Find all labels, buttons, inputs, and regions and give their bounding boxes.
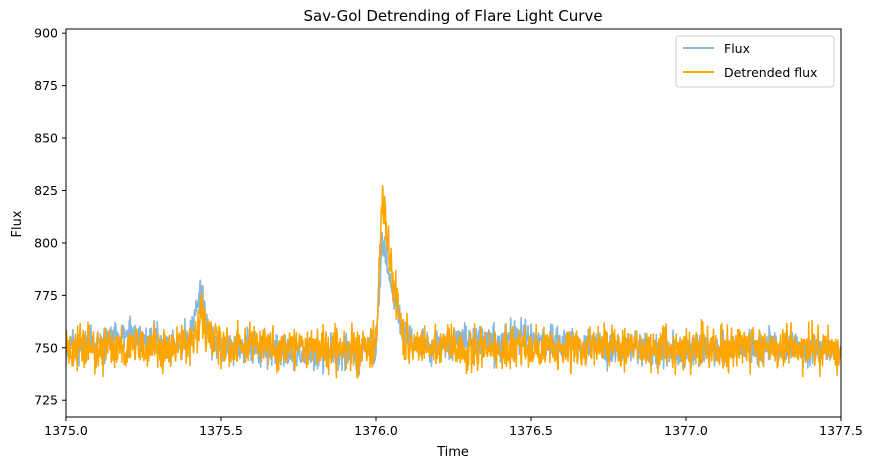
legend: Flux Detrended flux bbox=[675, 35, 835, 88]
y-axis-title: Flux bbox=[10, 210, 25, 237]
x-axis-title: Time bbox=[436, 445, 469, 460]
y-tick-label: 825 bbox=[34, 183, 58, 198]
x-tick-label: 1375.5 bbox=[199, 423, 243, 438]
y-tick-label: 900 bbox=[34, 26, 58, 41]
y-tick-label: 800 bbox=[34, 235, 58, 250]
y-tick-label: 875 bbox=[34, 78, 58, 93]
y-tick-label: 850 bbox=[34, 131, 58, 146]
x-tick-label: 1376.5 bbox=[509, 423, 553, 438]
legend-label-flux: Flux bbox=[724, 41, 750, 56]
chart-title: Sav-Gol Detrending of Flare Light Curve bbox=[303, 7, 602, 25]
y-axis: 725 750 775 800 825 850 875 900 bbox=[34, 26, 66, 408]
plot-frame bbox=[65, 28, 842, 418]
legend-box bbox=[675, 35, 835, 88]
x-axis: 1375.0 1375.5 1376.0 1376.5 1377.0 1377.5 bbox=[44, 417, 863, 438]
x-tick-label: 1375.0 bbox=[44, 423, 88, 438]
series-line-detrended-flux bbox=[66, 184, 841, 379]
y-tick-label: 725 bbox=[34, 393, 58, 408]
x-tick-label: 1376.0 bbox=[354, 423, 398, 438]
x-tick-label: 1377.5 bbox=[819, 423, 863, 438]
y-tick-label: 775 bbox=[34, 288, 58, 303]
legend-label-detrended-flux: Detrended flux bbox=[724, 65, 817, 80]
series-layer bbox=[66, 184, 841, 379]
x-tick-label: 1377.0 bbox=[664, 423, 708, 438]
y-tick-label: 750 bbox=[34, 340, 58, 355]
